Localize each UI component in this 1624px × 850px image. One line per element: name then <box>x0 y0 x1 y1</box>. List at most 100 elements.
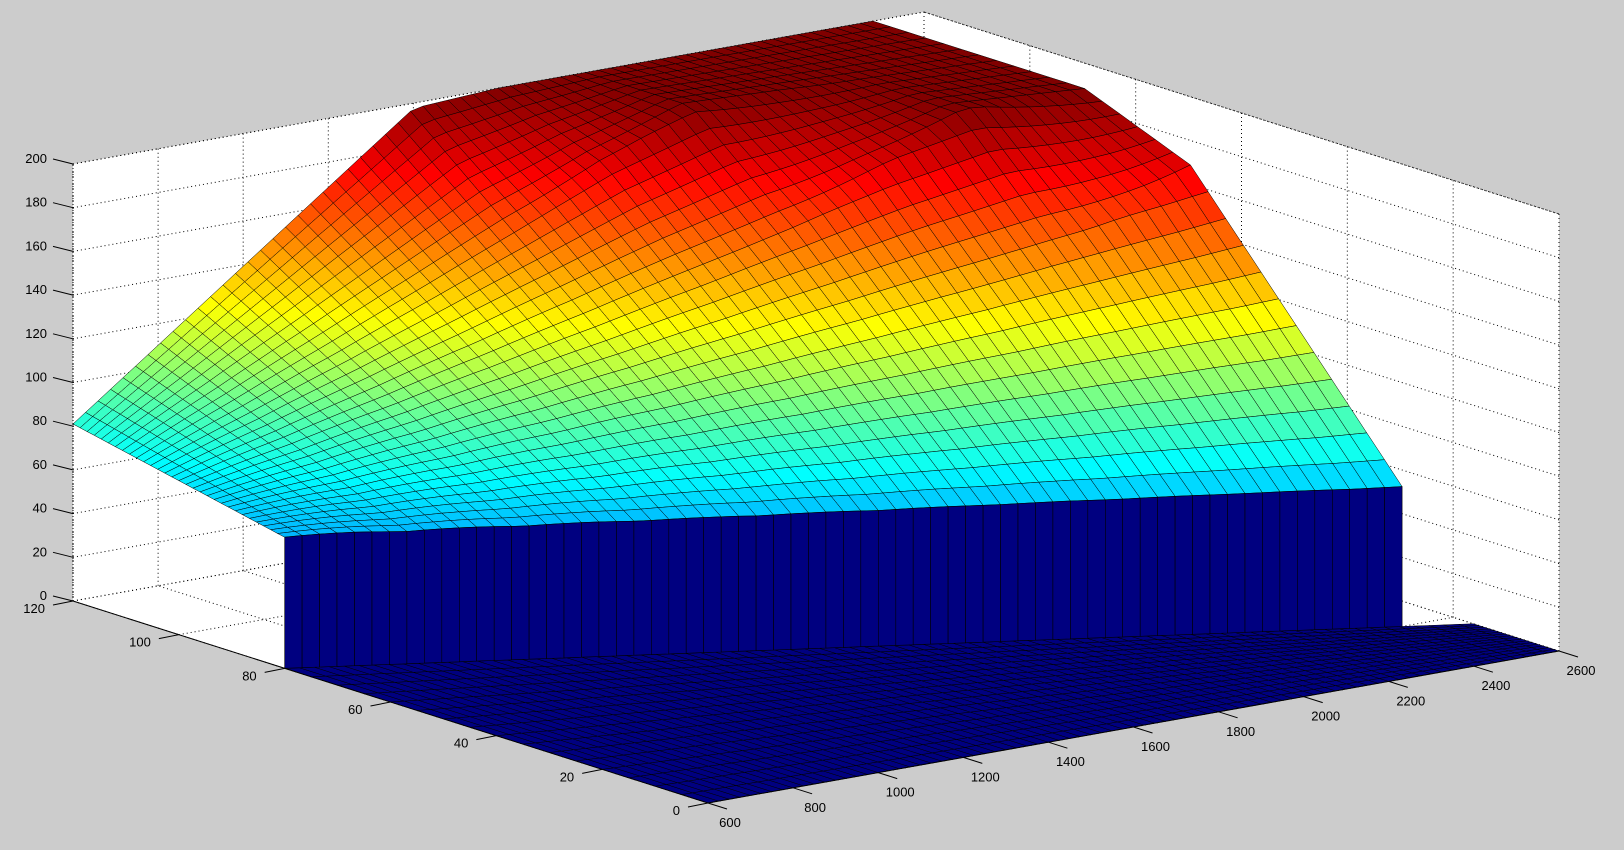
wall-face <box>947 505 966 644</box>
floor-face <box>1458 623 1479 627</box>
wall-face <box>895 507 914 646</box>
x-tick <box>1473 665 1494 673</box>
x-tick-label: 600 <box>719 815 741 830</box>
floor-mesh <box>284 623 1560 804</box>
y-tick-label: 20 <box>560 769 574 784</box>
wall-face <box>912 507 932 646</box>
wall-face <box>476 526 495 662</box>
wall-face <box>1087 499 1106 639</box>
y-tick <box>582 768 603 774</box>
z-tick-label: 20 <box>33 544 47 559</box>
z-tick <box>52 551 74 558</box>
wall-face <box>493 526 512 661</box>
wall-face <box>1349 488 1368 629</box>
wall-face <box>1105 498 1123 638</box>
x-tick <box>1048 741 1068 749</box>
x-tick-label: 1800 <box>1226 724 1255 739</box>
wall-face <box>965 504 984 644</box>
wall-face <box>703 516 722 653</box>
x-tick <box>963 756 983 764</box>
z-tick-label: 200 <box>25 151 47 166</box>
z-tick-label: 60 <box>33 457 47 472</box>
y-tick <box>370 701 391 707</box>
wall-face <box>843 510 862 648</box>
wall-mesh <box>284 486 1403 669</box>
wall-face <box>860 510 879 648</box>
z-tick <box>52 595 74 602</box>
y-tick-label: 100 <box>129 635 151 650</box>
wall-face <box>773 513 792 651</box>
wall-face <box>1174 495 1193 636</box>
wall-face <box>371 531 390 666</box>
wall-face <box>808 511 827 650</box>
y-tick-label: 60 <box>348 702 362 717</box>
wall-face <box>336 531 355 667</box>
x-tick <box>792 787 813 795</box>
wall-face <box>581 521 600 658</box>
wall-face <box>389 531 408 665</box>
wall-face <box>546 523 565 659</box>
wall-face <box>423 528 443 664</box>
wall-face <box>982 504 1001 643</box>
wall-face <box>1157 495 1176 636</box>
x-tick-label: 2200 <box>1396 693 1425 708</box>
wall-face <box>877 509 897 647</box>
wall-face <box>738 515 757 652</box>
wall-face <box>319 532 338 668</box>
y-tick <box>52 600 74 606</box>
z-tick <box>52 202 74 209</box>
z-tick <box>52 333 74 340</box>
z-tick-label: 0 <box>40 588 47 603</box>
z-tick-label: 40 <box>33 501 47 516</box>
y-tick <box>687 802 709 808</box>
wall-face <box>301 533 320 669</box>
wall-face <box>1244 492 1263 633</box>
z-tick-label: 100 <box>25 370 47 385</box>
wall-face <box>441 527 460 663</box>
wall-face <box>563 522 582 659</box>
x-tick <box>878 772 898 780</box>
wall-face <box>1297 490 1316 631</box>
wall-face <box>685 517 705 654</box>
wall-face <box>790 512 809 650</box>
wall-face <box>1035 501 1054 641</box>
x-tick-label: 1400 <box>1056 754 1085 769</box>
wall-face <box>1332 488 1350 630</box>
wall-face <box>1139 496 1158 637</box>
wall-face <box>598 521 617 657</box>
wall-face <box>354 531 373 667</box>
z-tick-label: 80 <box>33 413 47 428</box>
wall-face <box>616 520 635 657</box>
wall-face <box>633 520 652 656</box>
y-tick-label: 0 <box>673 803 680 818</box>
y-tick-label: 40 <box>454 736 468 751</box>
wall-face <box>1314 489 1333 631</box>
z-tick <box>52 420 74 427</box>
x-tick <box>1133 726 1153 734</box>
wall-face <box>1279 490 1298 632</box>
z-tick <box>52 245 74 252</box>
wall-face <box>1262 491 1281 633</box>
z-tick <box>52 377 74 383</box>
z-tick-label: 120 <box>25 326 47 341</box>
wall-face <box>720 515 739 653</box>
x-tick-label: 800 <box>804 800 826 815</box>
wall-face <box>1227 493 1246 634</box>
y-tick <box>264 667 285 673</box>
z-tick <box>52 158 74 165</box>
wall-face <box>825 511 844 649</box>
x-tick <box>1303 696 1323 704</box>
x-tick <box>1388 680 1408 688</box>
x-tick-label: 2600 <box>1567 663 1596 678</box>
wall-face <box>1209 493 1228 635</box>
z-tick <box>52 464 74 471</box>
x-tick-label: 1200 <box>971 769 1000 784</box>
wall-face <box>406 529 425 665</box>
z-tick-label: 140 <box>25 282 47 297</box>
wall-face <box>1070 500 1089 640</box>
z-tick <box>52 289 74 296</box>
z-tick-label: 180 <box>25 195 47 210</box>
wall-face <box>511 525 530 661</box>
